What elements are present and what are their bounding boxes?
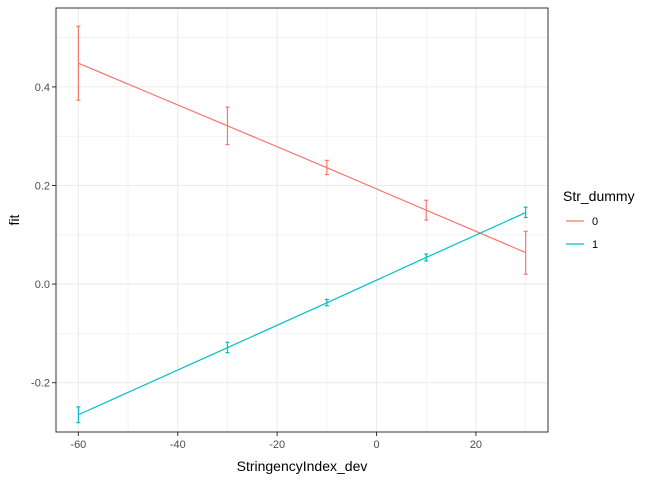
series-0-errorbar <box>523 230 528 275</box>
x-tick-label: -20 <box>269 439 285 451</box>
legend: Str_dummy 0 1 <box>563 188 635 251</box>
y-tick-label: 0.4 <box>35 82 50 94</box>
series-1-errorbar <box>523 206 528 219</box>
series-1-errorbar <box>225 341 230 354</box>
panel-border <box>55 7 549 433</box>
legend-label-1: 1 <box>592 239 598 251</box>
series-0-errorbar <box>424 199 429 221</box>
series-0-errorbar <box>76 25 81 101</box>
y-tick-label: 0.0 <box>35 279 50 291</box>
series-1-errorbar <box>76 406 81 424</box>
x-tick-label: -40 <box>170 439 186 451</box>
plot-area: -60 -40 -20 0 20 -0.2 0.0 0.2 0.4 <box>31 7 549 451</box>
series-1-errorbar <box>424 253 429 262</box>
y-tick-label: 0.2 <box>35 180 50 192</box>
series-1-errorbar <box>324 298 329 307</box>
x-tick-label: 20 <box>470 439 482 451</box>
y-tick-label: -0.2 <box>31 378 50 390</box>
legend-label-0: 0 <box>592 216 598 228</box>
x-tick-label: -60 <box>70 439 86 451</box>
legend-title: Str_dummy <box>563 188 635 204</box>
series-0-errorbar <box>324 159 329 176</box>
series-0-errorbar <box>225 106 230 146</box>
x-tick-label: 0 <box>373 439 379 451</box>
x-axis-title: StringencyIndex_dev <box>237 458 368 474</box>
y-axis-title: fit <box>6 214 22 225</box>
